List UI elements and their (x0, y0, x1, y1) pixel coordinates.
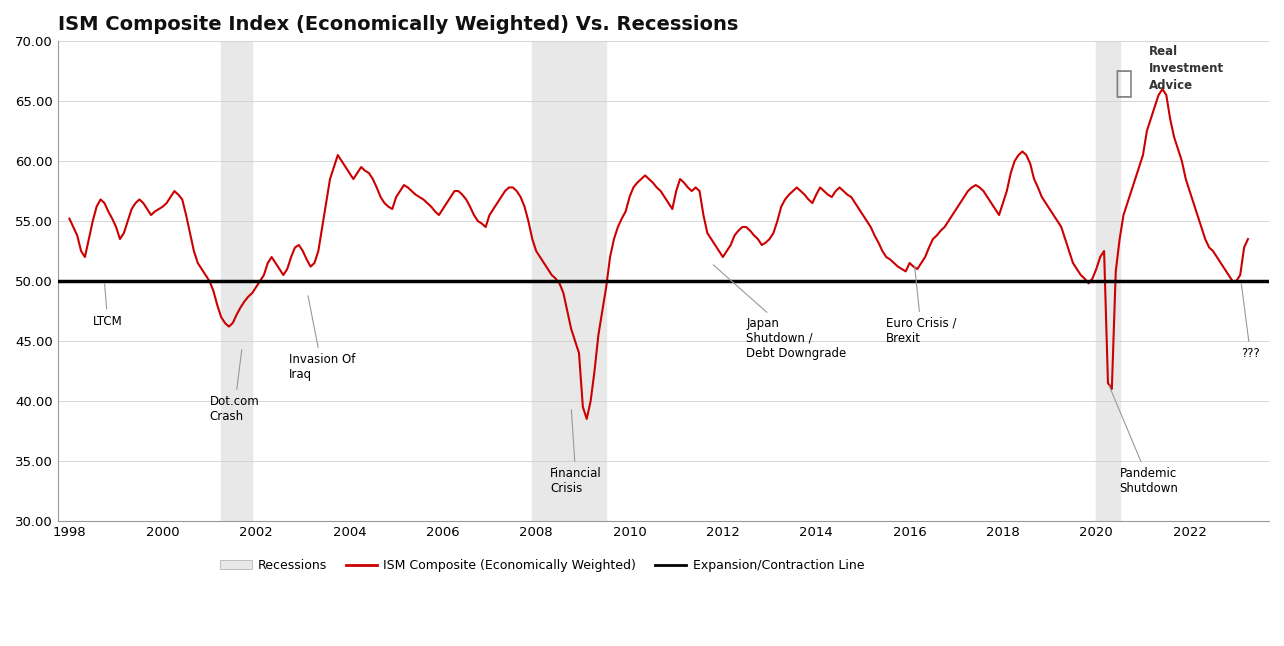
Text: Pandemic
Shutdown: Pandemic Shutdown (1109, 386, 1179, 495)
Text: Real
Investment
Advice: Real Investment Advice (1149, 45, 1225, 92)
Text: Euro Crisis /
Brexit: Euro Crisis / Brexit (886, 266, 957, 345)
Text: 🦅: 🦅 (1115, 70, 1132, 98)
Text: LTCM: LTCM (92, 284, 122, 328)
Bar (221, 41, 252, 521)
Text: ISM Composite Index (Economically Weighted) Vs. Recessions: ISM Composite Index (Economically Weight… (58, 15, 738, 34)
Bar (1097, 41, 1120, 521)
Text: Invasion Of
Iraq: Invasion Of Iraq (289, 296, 356, 381)
Legend: Recessions, ISM Composite (Economically Weighted), Expansion/Contraction Line: Recessions, ISM Composite (Economically … (216, 554, 869, 577)
Text: Japan
Shutdown /
Debt Downgrade: Japan Shutdown / Debt Downgrade (714, 265, 846, 360)
Bar (533, 41, 606, 521)
Text: ???: ??? (1242, 284, 1260, 360)
Text: Financial
Crisis: Financial Crisis (550, 410, 602, 495)
Text: Dot.com
Crash: Dot.com Crash (209, 349, 259, 423)
